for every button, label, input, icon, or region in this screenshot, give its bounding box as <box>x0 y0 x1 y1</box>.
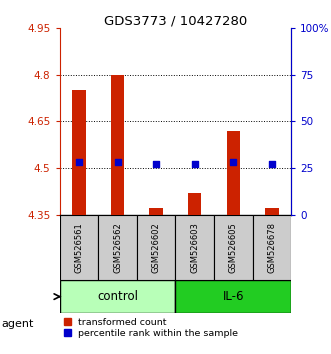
Point <box>269 161 275 167</box>
Bar <box>149 209 163 215</box>
FancyBboxPatch shape <box>60 215 98 280</box>
FancyBboxPatch shape <box>253 215 291 280</box>
Bar <box>111 75 124 215</box>
Point <box>192 161 197 167</box>
Text: GSM526602: GSM526602 <box>152 222 161 273</box>
FancyBboxPatch shape <box>175 215 214 280</box>
FancyBboxPatch shape <box>175 280 291 313</box>
FancyBboxPatch shape <box>98 215 137 280</box>
Bar <box>72 90 86 215</box>
Text: agent: agent <box>2 319 34 329</box>
Point <box>231 160 236 165</box>
Text: GSM526678: GSM526678 <box>267 222 276 273</box>
Text: control: control <box>97 290 138 303</box>
Point <box>115 160 120 165</box>
Text: GSM526605: GSM526605 <box>229 222 238 273</box>
Text: GSM526562: GSM526562 <box>113 222 122 273</box>
FancyBboxPatch shape <box>137 215 175 280</box>
Text: IL-6: IL-6 <box>223 290 244 303</box>
FancyBboxPatch shape <box>214 215 253 280</box>
Title: GDS3773 / 10427280: GDS3773 / 10427280 <box>104 14 247 27</box>
Text: GSM526603: GSM526603 <box>190 222 199 273</box>
Text: GSM526561: GSM526561 <box>74 222 83 273</box>
Point <box>154 161 159 167</box>
Bar <box>188 193 202 215</box>
Bar <box>227 131 240 215</box>
Point <box>76 160 81 165</box>
FancyBboxPatch shape <box>60 280 175 313</box>
Bar <box>265 209 279 215</box>
Legend: transformed count, percentile rank within the sample: transformed count, percentile rank withi… <box>64 318 238 338</box>
